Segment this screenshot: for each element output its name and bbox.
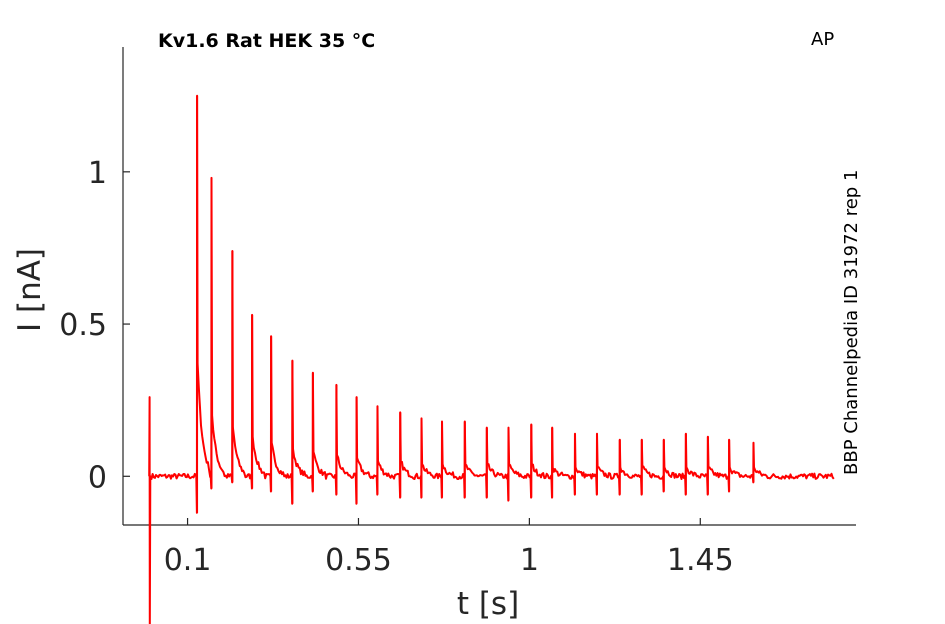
side-label: BBP Channelpedia ID 31972 rep 1 [841, 170, 862, 475]
y-tick-label: 1 [88, 156, 107, 191]
x-tick-label: 0.1 [164, 543, 212, 578]
y-tick-label: 0.5 [59, 308, 107, 343]
chart-title: Kv1.6 Rat HEK 35 °C [158, 30, 375, 52]
x-tick-label: 0.55 [325, 543, 392, 578]
x-axis-label: t [s] [457, 586, 519, 622]
y-axis-label: I [nA] [12, 248, 48, 332]
ticks: 0.1 0.55 1 1.45 0 0.5 1 [59, 156, 733, 578]
spike-markers [196, 95, 755, 513]
axes [122, 47, 856, 526]
protocol-tag: AP [811, 29, 834, 50]
traces [148, 94, 835, 624]
x-tick-label: 1.45 [667, 543, 734, 578]
y-tick-label: 0 [88, 460, 107, 495]
x-tick-label: 1 [520, 543, 539, 578]
